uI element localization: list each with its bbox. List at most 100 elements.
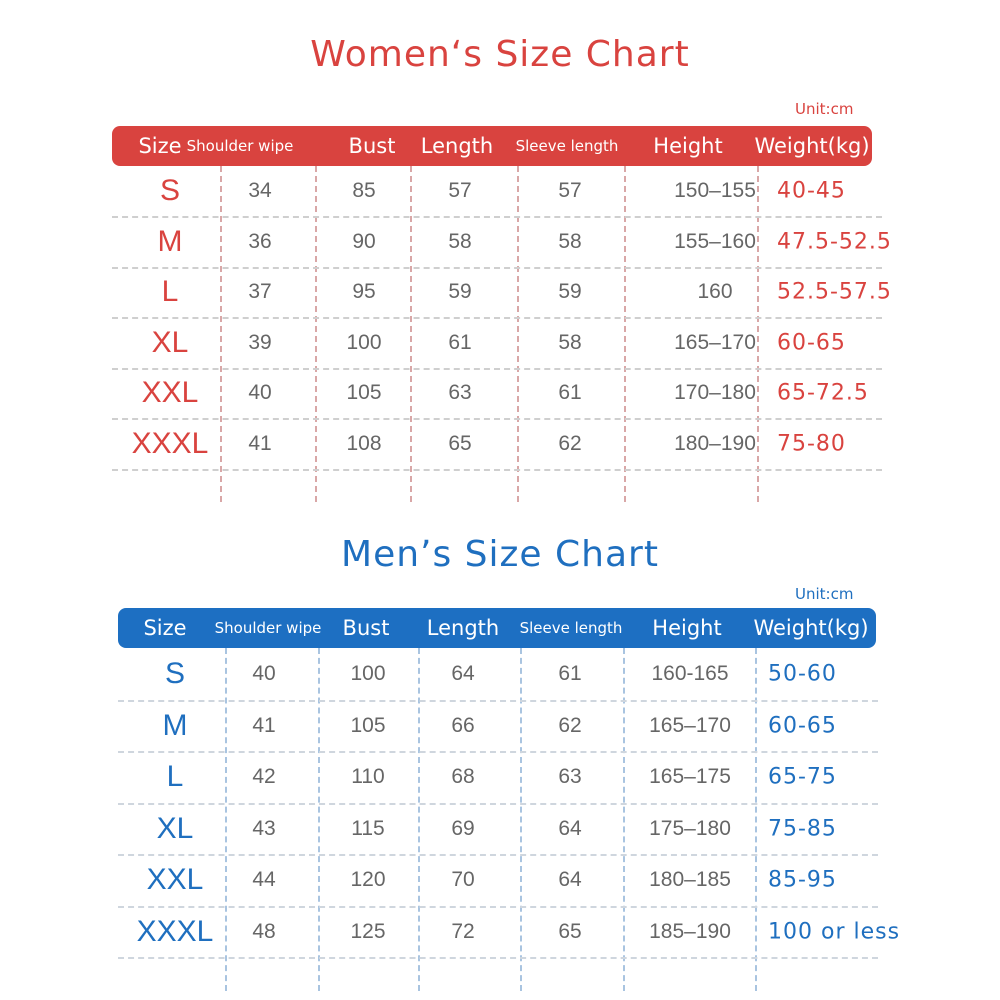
men-table-cell: 66 [451,713,475,737]
men-table-cell: 175–180 [649,816,731,840]
women-table-grid: S 34 85 57 57 150–155 40-45 M 36 90 58 58 155–160 47.… [112,166,891,502]
women-column-divider [757,166,759,502]
women-header-bar: Size Shoulder wipe Bust Length Sleeve length… [112,126,872,166]
men-size-label: XXL [146,863,204,896]
men-table-cell: 165–175 [649,765,731,788]
women-table-cell: 36 [248,229,272,253]
men-chart-title: Men’s Size Chart [341,534,659,575]
men-weight-cell: 65-75 [768,764,837,790]
men-weight-cell: 85-95 [768,867,837,893]
women-weight-cell: 52.5-57.5 [777,279,892,305]
men-table-cell: 41 [252,713,276,737]
women-size-label: XXXL [131,426,209,460]
women-size-label: M [157,224,183,258]
women-row-divider [112,418,882,421]
men-header-cell: Shoulder wipe [214,619,322,637]
women-table-cell: 59 [448,280,472,303]
women-table-cell: 180–190 [674,431,756,455]
women-column-divider [517,166,519,502]
men-size-label: M [162,708,188,742]
men-table-cell: 62 [558,713,582,737]
men-size-label: L [166,760,184,793]
men-table-cell: 44 [252,868,276,891]
men-weight-cell: 50-60 [768,661,837,687]
women-table-cell: 37 [248,280,272,303]
men-table-cell: 185–190 [649,919,731,943]
men-column-divider [318,648,320,991]
men-column-divider [755,648,757,991]
men-table-cell: 125 [350,919,386,943]
men-weight-cell: 100 or less [768,919,901,944]
women-table-cell: 57 [558,179,582,202]
women-row-divider [112,317,882,320]
women-header-cell: Size [138,134,182,158]
men-table-cell: 68 [451,765,475,788]
women-header-cell: Length [420,134,494,158]
women-table-cell: 59 [558,280,582,303]
men-row-divider [118,751,878,754]
men-table-cell: 70 [451,868,475,891]
men-column-divider [225,648,227,991]
women-table-cell: 108 [346,431,382,455]
men-header-cell: Weight(kg) [753,616,869,640]
women-column-divider [624,166,626,502]
men-header-cell: Length [426,616,500,640]
men-table-cell: 64 [558,868,582,891]
women-row-divider [112,216,882,219]
men-table-cell: 64 [558,816,582,840]
men-table-cell: 105 [350,713,386,737]
women-weight-cell: 47.5-52.5 [777,229,892,254]
men-table-cell: 110 [351,765,385,788]
women-header-cell: Bust [348,134,396,158]
men-table-cell: 43 [252,816,276,840]
men-table-cell: 120 [350,868,386,891]
women-size-label: XL [151,325,189,359]
women-table-cell: 105 [346,381,382,404]
women-table-cell: 62 [558,431,582,455]
men-table-cell: 69 [451,816,475,840]
men-table-cell: 65 [558,919,582,943]
men-size-label: XL [156,811,194,845]
women-size-label: XXL [141,376,199,409]
women-size-label: S [159,174,181,207]
men-table-cell: 48 [252,919,276,943]
women-weight-cell: 40-45 [777,178,846,204]
men-column-divider [418,648,420,991]
women-row-divider [112,367,882,370]
women-header-cell: Weight(kg) [754,134,870,158]
men-unit-label: Unit:cm [795,585,854,603]
men-weight-cell: 75-85 [768,816,837,841]
women-column-divider [220,166,222,502]
women-size-label: L [161,275,179,308]
men-table-cell: 63 [558,765,582,788]
men-table-cell: 72 [451,919,475,943]
men-size-label: XXXL [136,914,214,948]
men-table-cell: 100 [350,662,386,685]
women-table-cell: 34 [248,179,272,202]
women-unit-label: Unit:cm [795,100,854,118]
men-table-cell: 180–185 [649,868,731,891]
women-table-cell: 63 [448,381,472,404]
men-table-cell: 64 [451,662,475,685]
women-table-cell: 40 [248,381,272,404]
men-header-cell: Sleeve length [519,619,623,637]
women-table-cell: 165–170 [674,330,756,354]
men-table-cell: 61 [558,662,582,685]
men-header-cell: Bust [342,616,390,640]
women-column-divider [410,166,412,502]
men-table-cell: 115 [351,816,385,840]
men-table-cell: 42 [252,765,276,788]
women-weight-cell: 60-65 [777,330,846,355]
men-row-divider [118,699,878,702]
women-row-divider [112,266,882,269]
women-header-cell: Height [653,134,723,158]
men-table-grid: S 40 100 64 61 160-165 50-60 M 41 105 66 62 165–170 6… [118,648,899,991]
men-table-cell: 160-165 [651,662,729,685]
women-row-divider [112,468,882,471]
women-column-divider [315,166,317,502]
women-table-cell: 57 [448,179,472,202]
men-header-cell: Height [652,616,722,640]
men-row-divider [118,957,878,960]
women-table-cell: 150–155 [674,179,756,202]
women-weight-cell: 65-72.5 [777,380,869,406]
